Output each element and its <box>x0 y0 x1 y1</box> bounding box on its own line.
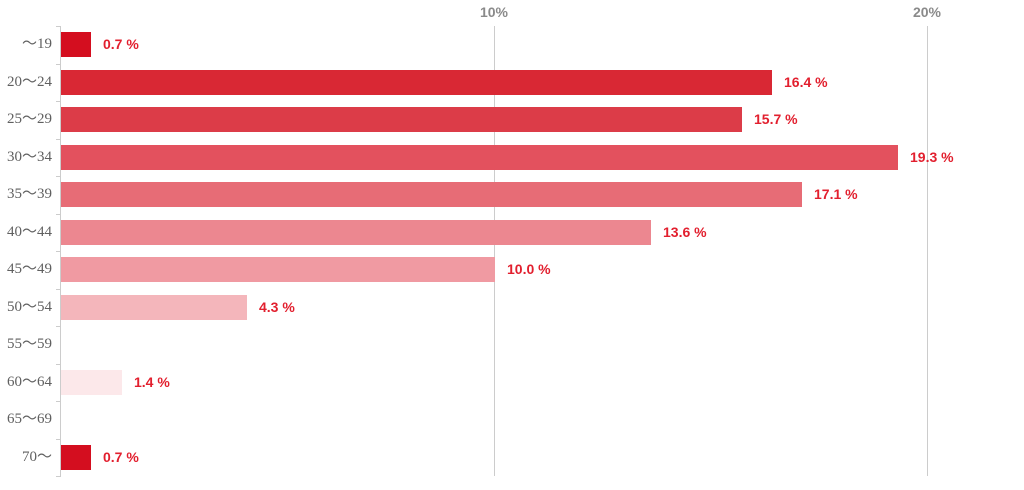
y-axis-tick <box>56 101 61 102</box>
value-label: 0.7 % <box>103 449 139 465</box>
category-label: 50〜54 <box>6 299 52 315</box>
y-axis-tick <box>56 176 61 177</box>
y-axis-tick <box>56 326 61 327</box>
y-axis-tick <box>56 439 61 440</box>
value-label: 1.4 % <box>134 374 170 390</box>
bar <box>61 295 247 320</box>
chart-row: 70〜 0.7 % <box>0 439 1024 476</box>
value-label: 15.7 % <box>754 111 798 127</box>
bar <box>61 257 495 282</box>
y-axis-tick <box>56 26 61 27</box>
value-label: 17.1 % <box>814 186 858 202</box>
chart-row: 65〜69 <box>0 401 1024 438</box>
bar <box>61 220 651 245</box>
category-label: 70〜 <box>21 449 52 465</box>
category-label: 60〜64 <box>6 374 52 390</box>
y-axis-tick <box>56 401 61 402</box>
y-axis-tick <box>56 476 61 477</box>
category-label: 〜19 <box>21 36 52 52</box>
y-axis-tick <box>56 364 61 365</box>
value-label: 10.0 % <box>507 261 551 277</box>
y-axis-tick <box>56 139 61 140</box>
value-label: 19.3 % <box>910 149 954 165</box>
y-axis-tick <box>56 289 61 290</box>
value-label: 0.7 % <box>103 36 139 52</box>
gridline <box>494 26 495 476</box>
y-axis-tick <box>56 251 61 252</box>
category-label: 65〜69 <box>6 411 52 427</box>
bar <box>61 145 898 170</box>
gridline <box>927 26 928 476</box>
bar <box>61 70 772 95</box>
category-label: 20〜24 <box>6 74 52 90</box>
chart-row: 55〜59 <box>0 326 1024 363</box>
value-label: 13.6 % <box>663 224 707 240</box>
bar <box>61 32 91 57</box>
chart-row: 60〜64 1.4 % <box>0 364 1024 401</box>
chart-row: 40〜44 13.6 % <box>0 214 1024 251</box>
chart-row: 20〜24 16.4 % <box>0 64 1024 101</box>
y-axis-tick <box>56 214 61 215</box>
category-label: 30〜34 <box>6 149 52 165</box>
category-label: 35〜39 <box>6 186 52 202</box>
y-axis-tick <box>56 64 61 65</box>
bar <box>61 107 742 132</box>
chart-row: 30〜34 19.3 % <box>0 139 1024 176</box>
value-label: 4.3 % <box>259 299 295 315</box>
chart-row: 45〜49 10.0 % <box>0 251 1024 288</box>
chart-row: 50〜54 4.3 % <box>0 289 1024 326</box>
category-label: 40〜44 <box>6 224 52 240</box>
category-label: 45〜49 <box>6 261 52 277</box>
x-axis-tick-label: 20% <box>912 4 942 20</box>
bar <box>61 182 802 207</box>
category-label: 25〜29 <box>6 111 52 127</box>
chart-row: 〜19 0.7 % <box>0 26 1024 63</box>
chart-row: 35〜39 17.1 % <box>0 176 1024 213</box>
chart-row: 25〜29 15.7 % <box>0 101 1024 138</box>
category-label: 55〜59 <box>6 336 52 352</box>
bar <box>61 370 122 395</box>
x-axis-tick-label: 10% <box>479 4 509 20</box>
bar <box>61 445 91 470</box>
value-label: 16.4 % <box>784 74 828 90</box>
